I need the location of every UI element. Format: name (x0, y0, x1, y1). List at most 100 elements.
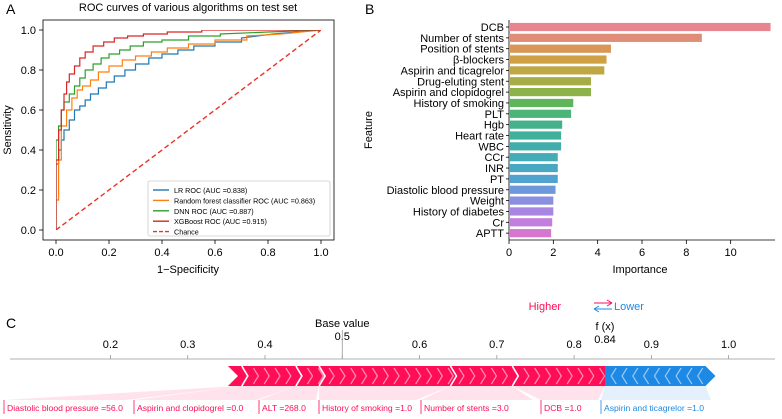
positive-chevron (252, 367, 260, 385)
positive-chevron (577, 367, 584, 385)
feature-connector (512, 386, 605, 400)
importance-category-label: Diastolic blood pressure (387, 185, 504, 197)
positive-chevron (523, 367, 530, 385)
feature-boundary (295, 365, 303, 387)
lower-label: Lower (614, 301, 644, 313)
roc-x-tick-label: 0.6 (207, 247, 222, 259)
positive-chevron (599, 367, 606, 385)
feature-connector (601, 386, 711, 400)
roc-axis-ticks: 0.0 0.2 0.4 0.6 0.8 1.0 0.0 0.2 0.4 0.6 0.8 1.0 (21, 25, 329, 259)
output-value: 0.84 (594, 334, 615, 346)
importance-x-tick-label: 0 (506, 247, 512, 259)
positive-chevron (588, 367, 595, 385)
positive-chevron (436, 367, 444, 385)
importance-bar (509, 229, 552, 238)
importance-category-label: Heart rate (455, 131, 504, 143)
positive-chevron (534, 367, 541, 385)
negative-chevron (632, 367, 639, 385)
positive-chevron (555, 367, 563, 385)
importance-category-label: WBC (478, 141, 504, 153)
positive-chevron (469, 367, 476, 385)
roc-series-line (56, 30, 321, 230)
positive-chevron (490, 367, 498, 385)
feature-label: Aspirin and ticagrelor =1.0 (604, 403, 704, 413)
importance-category-label: Weight (470, 196, 504, 208)
importance-category-label: DCB (481, 22, 504, 34)
positive-chevron (361, 367, 368, 385)
importance-bar (509, 120, 563, 129)
positive-chevron (566, 367, 573, 385)
roc-y-tick-label: 0.2 (21, 185, 36, 197)
positive-chevron (382, 367, 389, 385)
force-x-tick-label: 1.0 (721, 339, 736, 351)
force-x-tick-label: 0.6 (412, 339, 427, 351)
importance-category-label: Aspirin and clopidogrel (393, 87, 504, 99)
importance-x-tick-label: 6 (639, 247, 645, 259)
roc-x-tick-label: 0.8 (260, 247, 275, 259)
panel-label-c: C (6, 315, 16, 331)
feature-boundary (511, 365, 520, 387)
positive-chevron (480, 367, 487, 385)
feature-connector (259, 386, 320, 400)
positive-chevron (371, 367, 379, 385)
importance-category-label: Cr (492, 217, 504, 229)
force-x-tick-label: 0.2 (103, 339, 118, 351)
roc-y-axis-label: Sensitivity (2, 105, 14, 155)
roc-y-tick-label: 0.6 (21, 105, 36, 117)
roc-series-line (56, 30, 321, 230)
base-value-marker: Base value (315, 318, 369, 359)
importance-category-label: History of diabetes (413, 206, 505, 218)
feature-label: History of smoking =1.0 (322, 403, 412, 413)
importance-category-label: Drug-eluting stent (417, 76, 504, 88)
feature-boundary (449, 365, 458, 387)
feature-label: Aspirin and clopidogrel =0.0 (137, 403, 244, 413)
force-plot: Higher Lower 0.2 0.3 0.40.50.6 0.7 0.8 0.9 1.0… (3, 299, 775, 414)
force-x-tick-label: 0.4 (257, 339, 272, 351)
negative-chevron (697, 367, 704, 385)
positive-chevron (425, 367, 433, 385)
positive-chevron (458, 367, 465, 385)
force-x-tick-label: 0.9 (644, 339, 659, 351)
importance-bar (509, 98, 574, 108)
negative-chevron (642, 367, 650, 385)
negative-chevron (686, 367, 693, 385)
feature-boundary (241, 365, 249, 387)
feature-label: Diastolic blood pressure =56.0 (7, 403, 123, 413)
roc-legend-label: Random forest classifier ROC (AUC =0.863… (174, 196, 315, 205)
importance-category-label: History of smoking (414, 98, 504, 110)
importance-axis-ticks: 0 2 4 6 8 10 (506, 240, 737, 259)
importance-category-label: Aspirin and ticagrelor (401, 65, 505, 77)
importance-category-label: PT (490, 174, 504, 186)
importance-bar (509, 109, 572, 118)
roc-legend: LR ROC (AUC =0.838)Random forest classif… (147, 180, 331, 237)
force-x-tick-label: 0.3 (180, 339, 195, 351)
importance-x-tick-label: 2 (550, 247, 556, 259)
negative-chevron (664, 367, 671, 385)
roc-legend-label: LR ROC (AUC =0.838) (174, 186, 247, 195)
panel-label-b: B (365, 1, 374, 17)
importance-bar (509, 142, 562, 151)
feature-label: Number of stents =3.0 (424, 403, 509, 413)
importance-bar (509, 207, 554, 216)
roc-x-tick-label: 0.2 (101, 247, 116, 259)
importance-bar (509, 163, 558, 173)
importance-bar (509, 196, 554, 205)
feature-connector (4, 386, 242, 400)
roc-frame (42, 19, 335, 241)
feature-connector (319, 386, 451, 400)
panel-label-a: A (6, 1, 16, 17)
higher-lower-arrows-icon (593, 299, 613, 313)
importance-x-tick-label: 8 (683, 247, 689, 259)
feature-label: DCB =1.0 (544, 403, 582, 413)
positive-chevron (339, 367, 346, 385)
positive-chevron (317, 367, 325, 385)
roc-legend-label: XGBoost ROC (AUC =0.915) (174, 217, 267, 226)
importance-category-label: Number of stents (420, 33, 504, 45)
positive-chevron (393, 367, 400, 385)
positive-chevron (306, 367, 314, 385)
output-value-marker: f (x) 0.84 (594, 321, 615, 346)
positive-chevron (263, 367, 270, 385)
importance-bar (509, 66, 605, 75)
